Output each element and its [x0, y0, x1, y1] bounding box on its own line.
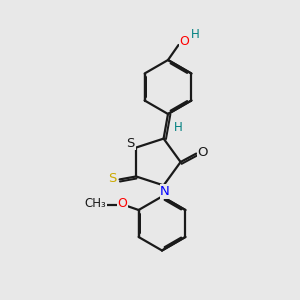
Text: CH₃: CH₃ — [84, 197, 106, 210]
Text: O: O — [198, 146, 208, 159]
Text: S: S — [108, 172, 116, 185]
Text: N: N — [160, 185, 170, 198]
Text: H: H — [174, 121, 182, 134]
Text: S: S — [127, 136, 135, 149]
Text: O: O — [118, 197, 128, 210]
Text: O: O — [180, 35, 189, 48]
Text: H: H — [190, 28, 200, 41]
